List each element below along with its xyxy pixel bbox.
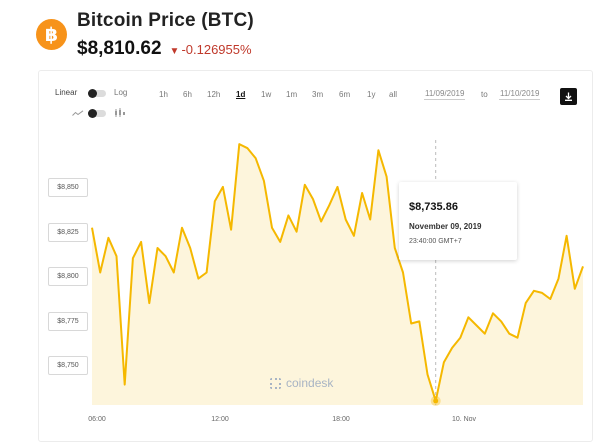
bitcoin-logo-icon: ฿ [36, 19, 67, 50]
y-tick-label: $8,850 [48, 178, 88, 197]
down-arrow-icon: ▼ [169, 46, 180, 57]
linear-label: Linear [55, 88, 78, 97]
log-label: Log [114, 88, 128, 97]
range-6m[interactable]: 6m [339, 90, 351, 99]
coindesk-logo-icon [270, 377, 281, 389]
price-change-value: -0.126955% [181, 42, 252, 57]
x-tick-label: 10. Nov [451, 416, 477, 423]
toggle-knob [88, 109, 97, 118]
range-1w[interactable]: 1w [261, 90, 272, 99]
price-row: $8,810.62 ▼ -0.126955% [77, 38, 252, 60]
y-tick-label: $8,800 [48, 267, 88, 286]
range-1y[interactable]: 1y [367, 90, 376, 99]
price-line [91, 143, 584, 402]
coindesk-watermark: coindesk [270, 376, 333, 390]
to-label: to [481, 90, 488, 99]
chart-type-toggle[interactable] [88, 109, 106, 118]
range-3m[interactable]: 3m [312, 90, 324, 99]
x-tick-label: 06:00 [88, 416, 106, 423]
current-price: $8,810.62 [77, 38, 162, 59]
range-1h[interactable]: 1h [159, 90, 168, 99]
toggle-knob [88, 89, 97, 98]
range-1m[interactable]: 1m [286, 90, 298, 99]
y-tick-label: $8,775 [48, 312, 88, 331]
scale-toggle[interactable] [88, 89, 106, 98]
range-1d[interactable]: 1d [236, 90, 246, 99]
range-12h[interactable]: 12h [207, 90, 221, 99]
hover-point [433, 398, 439, 404]
candlestick-icon[interactable] [114, 108, 125, 118]
y-tick-label: $8,750 [48, 356, 88, 375]
date-to-input[interactable]: 11/10/2019 [499, 89, 541, 100]
date-from-input[interactable]: 11/09/2019 [424, 89, 466, 100]
tooltip-price: $8,735.86 [409, 201, 458, 213]
line-chart-icon[interactable] [72, 110, 84, 117]
price-tooltip: $8,735.86 November 09, 2019 23:40:00 GMT… [399, 182, 517, 260]
watermark-text: coindesk [286, 376, 334, 390]
y-tick-label: $8,825 [48, 223, 88, 242]
price-change: ▼ -0.126955% [170, 42, 252, 57]
download-button[interactable] [560, 88, 577, 105]
tooltip-time: 23:40:00 GMT+7 [409, 238, 462, 245]
tooltip-date: November 09, 2019 [409, 222, 482, 231]
page-title: Bitcoin Price (BTC) [77, 10, 254, 31]
download-icon [565, 92, 572, 101]
x-tick-label: 18:00 [332, 416, 350, 423]
range-all[interactable]: all [389, 90, 398, 99]
x-tick-label: 12:00 [211, 416, 229, 423]
range-6h[interactable]: 6h [183, 90, 192, 99]
